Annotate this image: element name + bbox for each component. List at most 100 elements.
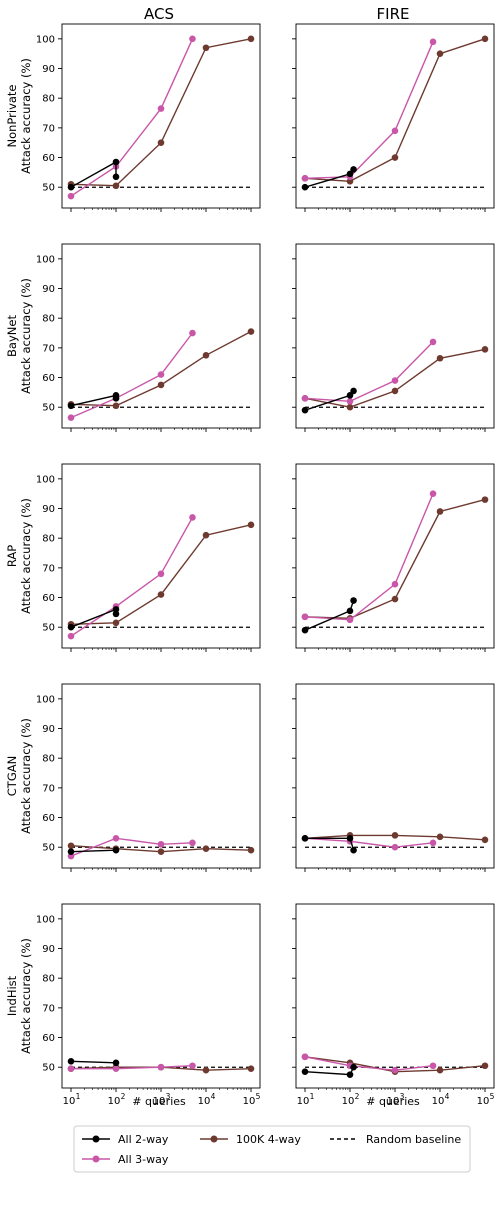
data-point-k4 xyxy=(391,595,399,603)
data-point-k4 xyxy=(247,1065,255,1073)
data-point-all2 xyxy=(350,1063,357,1071)
y-tick-label: 70 xyxy=(42,1003,55,1014)
data-point-all3 xyxy=(301,613,309,621)
y-axis-label-baynet: BayNetAttack accuracy (%) xyxy=(5,278,33,394)
column-title-acs: ACS xyxy=(144,5,174,23)
legend-all2-label: All 2-way xyxy=(118,1133,169,1146)
data-point-all2 xyxy=(112,1059,120,1067)
y-tick-label: 60 xyxy=(42,593,55,604)
plot-frame xyxy=(61,903,261,1089)
data-point-all3 xyxy=(189,839,196,847)
legend-k4-marker xyxy=(210,1135,218,1143)
x-tick-label: 10 xyxy=(387,1096,400,1107)
panel-ctgan-fire xyxy=(292,683,495,872)
y-tick-label: 80 xyxy=(42,94,55,105)
y-tick-label: 50 xyxy=(42,843,55,854)
y-axis-label-metric: Attack accuracy (%) xyxy=(19,718,33,834)
data-point-k4 xyxy=(391,154,399,161)
x-tick-exponent: 5 xyxy=(490,1092,495,1101)
data-point-all2 xyxy=(112,846,120,854)
data-point-all3 xyxy=(67,632,75,640)
panel-baynet-fire xyxy=(292,243,495,432)
y-tick-label: 90 xyxy=(42,284,55,295)
series-line-all3 xyxy=(304,341,434,403)
y-tick-label: 80 xyxy=(42,754,55,765)
y-tick-label: 70 xyxy=(42,123,55,134)
y-tick-label: 60 xyxy=(42,153,55,164)
data-point-k4 xyxy=(481,836,489,844)
panel-nonprivate-fire xyxy=(292,23,495,212)
svg-text:# queries: # queries xyxy=(132,1095,186,1108)
x-tick-exponent: 4 xyxy=(211,1092,216,1101)
data-point-k4 xyxy=(157,848,165,855)
data-point-all3 xyxy=(112,1065,120,1073)
y-tick-label: 60 xyxy=(42,813,55,824)
data-point-all2 xyxy=(346,392,354,399)
data-point-k4 xyxy=(202,351,210,359)
y-axis-label-indhist: IndHistAttack accuracy (%) xyxy=(5,938,33,1054)
data-point-k4 xyxy=(436,354,444,362)
data-point-all3 xyxy=(189,329,196,337)
data-point-k4 xyxy=(202,1066,210,1074)
y-axis-label-metric: Attack accuracy (%) xyxy=(19,938,33,1054)
y-tick-label: 50 xyxy=(42,183,55,194)
series-line-k4 xyxy=(70,38,252,187)
x-axis-label-fire: # queries xyxy=(366,1095,420,1108)
plot-frame xyxy=(61,683,261,869)
data-point-k4 xyxy=(247,846,255,854)
data-point-all3 xyxy=(112,835,120,842)
x-tick-exponent: 1 xyxy=(76,1092,81,1101)
data-point-all3 xyxy=(67,414,75,421)
data-point-all2 xyxy=(301,406,309,414)
data-point-k4 xyxy=(481,346,489,353)
y-tick-label: 100 xyxy=(36,254,55,265)
data-point-all3 xyxy=(67,1065,75,1073)
x-tick-exponent: 3 xyxy=(400,1092,405,1101)
panel-ctgan-acs: 50 60 70 80 90 100 CTGANAttack accuracy (%) xyxy=(5,683,261,872)
series-line-all3 xyxy=(70,38,194,197)
data-point-all3 xyxy=(157,105,165,112)
panel-rap-acs: 50 60 70 80 90 100 RAPAttack accuracy (%) xyxy=(5,463,261,652)
series-line-all2 xyxy=(304,1066,355,1076)
data-point-all2 xyxy=(350,387,357,395)
data-point-all2 xyxy=(67,1057,75,1065)
x-tick-label: 10 xyxy=(153,1096,166,1107)
data-point-k4 xyxy=(202,44,210,52)
x-tick-exponent: 2 xyxy=(121,1092,126,1101)
series-line-all3 xyxy=(304,41,434,179)
y-tick-label: 60 xyxy=(42,373,55,384)
y-axis-label-method: IndHist xyxy=(5,975,19,1016)
data-point-k4 xyxy=(436,1066,444,1074)
series-line-all3 xyxy=(70,837,193,857)
y-tick-label: 100 xyxy=(36,914,55,925)
panel-nonprivate-acs: 50 60 70 80 90 100 NonPrivateAttack accuracy (… xyxy=(5,23,261,212)
data-point-all2 xyxy=(350,597,357,604)
y-tick-label: 80 xyxy=(42,534,55,545)
y-tick-label: 70 xyxy=(42,563,55,574)
y-axis-label-ctgan: CTGANAttack accuracy (%) xyxy=(5,718,33,834)
y-axis-label-metric: Attack accuracy (%) xyxy=(19,58,33,174)
data-point-all2 xyxy=(346,1071,354,1078)
data-point-all2 xyxy=(350,166,357,173)
data-point-all2 xyxy=(112,158,120,166)
panel-rap-fire xyxy=(292,463,495,652)
data-point-all2 xyxy=(346,607,354,615)
legend-all3-label: All 3-way xyxy=(118,1153,169,1166)
data-point-k4 xyxy=(67,842,75,850)
x-tick-exponent: 3 xyxy=(166,1092,171,1101)
x-tick-label: 10 xyxy=(243,1096,256,1107)
x-tick-label: 10 xyxy=(108,1096,121,1107)
x-tick-exponent: 4 xyxy=(445,1092,450,1101)
legend: All 2-way All 3-way 100K 4-way Random ba… xyxy=(73,1125,471,1173)
data-point-all3 xyxy=(301,395,309,402)
series-line-all3 xyxy=(70,332,194,419)
data-point-all2 xyxy=(346,170,354,178)
y-axis-label-metric: Attack accuracy (%) xyxy=(19,498,33,614)
y-tick-label: 70 xyxy=(42,783,55,794)
data-point-all2 xyxy=(67,848,75,855)
legend-k4-label: 100K 4-way xyxy=(236,1133,301,1146)
x-tick-label: 10 xyxy=(432,1096,445,1107)
y-tick-label: 50 xyxy=(42,403,55,414)
y-tick-label: 70 xyxy=(42,343,55,354)
